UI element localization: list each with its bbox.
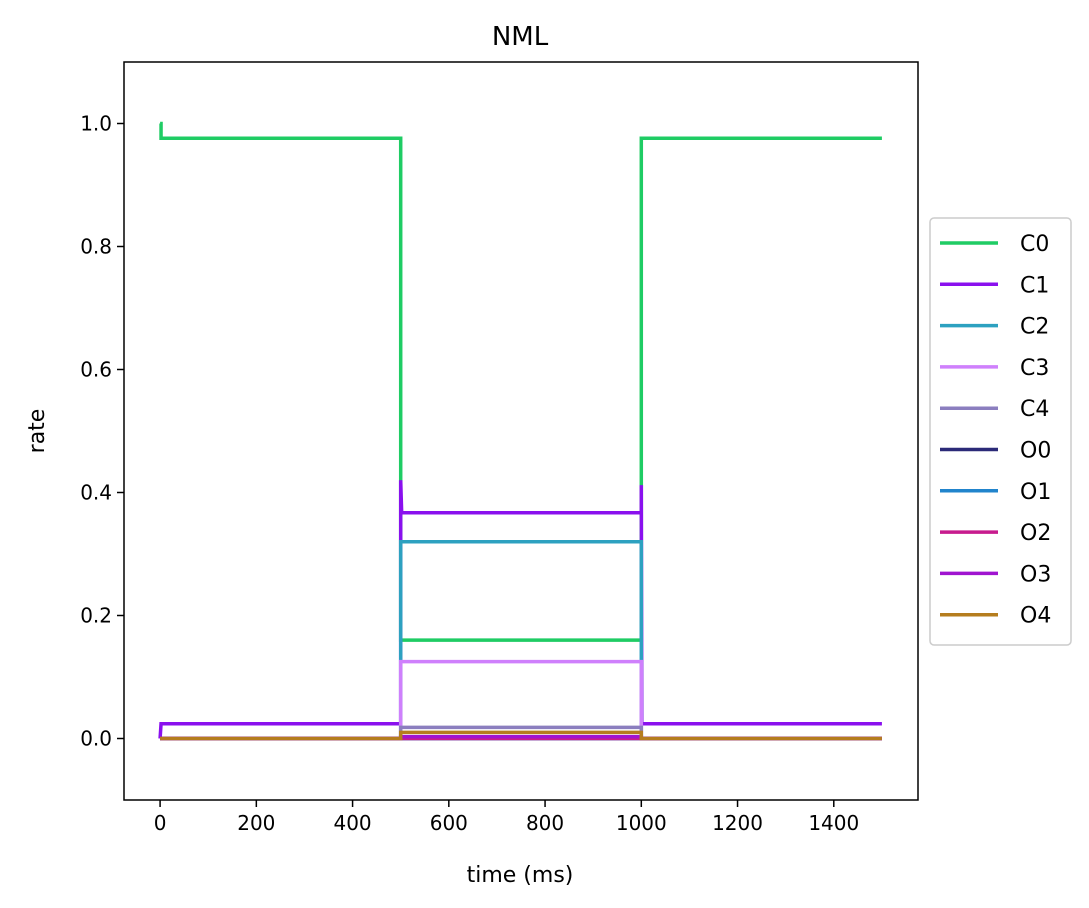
x-tick-label: 600 [430,811,468,835]
series-layer [158,121,882,741]
legend-label-o3: O3 [1020,562,1051,587]
legend-label-o1: O1 [1020,480,1051,505]
legend-label-o0: O0 [1020,439,1051,464]
y-tick-label: 0.4 [80,481,112,505]
x-axis-ticks: 0 200 400 600 800 1000 1200 1400 [154,800,859,835]
series-line-o4 [160,730,882,741]
y-axis-label: rate [25,409,50,454]
legend-label-o2: O2 [1020,521,1051,546]
legend: C0 C1 C2 C3 C4 O0 O1 O2 O3 O4 [929,217,1072,646]
x-tick-label: 1400 [808,811,859,835]
x-tick-label: 400 [333,811,371,835]
legend-label-o4: O4 [1020,604,1051,629]
legend-label-c2: C2 [1020,315,1049,340]
legend-label-c4: C4 [1020,397,1049,422]
y-axis-ticks: 0.0 0.2 0.4 0.6 0.8 1.0 [80,112,124,751]
legend-label-c0: C0 [1020,232,1049,257]
x-tick-label: 0 [154,811,167,835]
y-tick-label: 0.6 [80,358,112,382]
x-tick-label: 800 [526,811,564,835]
x-tick-label: 1200 [712,811,763,835]
legend-label-c3: C3 [1020,356,1049,381]
y-tick-label: 0.8 [80,235,112,259]
chart-title: NML [492,22,549,52]
x-tick-label: 1000 [616,811,667,835]
y-tick-label: 0.0 [80,727,112,751]
y-tick-label: 1.0 [80,112,112,136]
y-tick-label: 0.2 [80,604,112,628]
series-line-c0 [159,121,882,642]
x-tick-label: 200 [237,811,275,835]
series-line-c1 [158,480,882,739]
legend-label-c1: C1 [1020,273,1049,298]
plot-frame [123,61,919,801]
x-axis-label: time (ms) [467,863,574,888]
